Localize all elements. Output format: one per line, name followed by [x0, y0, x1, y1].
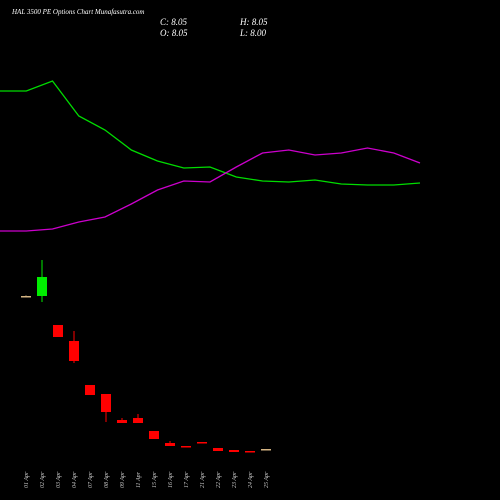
candle-body: [229, 450, 239, 452]
x-tick-label: 01 Apr: [24, 471, 30, 488]
candle-body: [261, 449, 271, 451]
candle-body: [165, 443, 175, 446]
candle-body: [117, 420, 127, 423]
candle-body: [21, 296, 31, 298]
indicator-line: [0, 147, 421, 232]
x-tick-label: 17 Apr: [184, 471, 190, 488]
x-tick-label: 25 Apr: [264, 471, 270, 488]
indicator-line: [0, 80, 421, 186]
candle-body: [37, 277, 47, 296]
x-tick-label: 02 Apr: [40, 471, 46, 488]
candle-body: [85, 385, 95, 395]
candle-body: [133, 418, 143, 423]
candle-body: [149, 431, 159, 439]
open-label: O: 8.05: [160, 28, 188, 38]
x-tick-label: 04 Apr: [71, 471, 78, 488]
candle-body: [213, 448, 223, 451]
high-label: H: 8.05: [239, 17, 268, 27]
chart-title: HAL 3500 PE Options Chart Munafasutra.co…: [11, 8, 145, 16]
candle-body: [197, 442, 207, 444]
x-tick-label: 07 Apr: [88, 471, 94, 488]
x-tick-label: 11 Apr: [136, 471, 142, 488]
x-tick-label: 16 Apr: [168, 471, 174, 488]
x-tick-label: 24 Apr: [247, 471, 254, 488]
x-tick-label: 08 Apr: [104, 471, 110, 488]
x-tick-label: 23 Apr: [232, 471, 238, 488]
candle-body: [245, 451, 255, 453]
x-tick-label: 21 Apr: [200, 471, 206, 488]
x-tick-label: 03 Apr: [56, 471, 62, 488]
x-tick-label: 22 Apr: [216, 471, 222, 488]
close-label: C: 8.05: [160, 17, 188, 27]
low-label: L: 8.00: [239, 28, 267, 38]
x-tick-label: 15 Apr: [152, 471, 158, 488]
x-tick-label: 09 Apr: [120, 471, 126, 488]
candle-body: [53, 325, 63, 337]
candle-body: [181, 446, 191, 448]
candle-body: [101, 394, 111, 412]
candle-body: [69, 341, 79, 361]
